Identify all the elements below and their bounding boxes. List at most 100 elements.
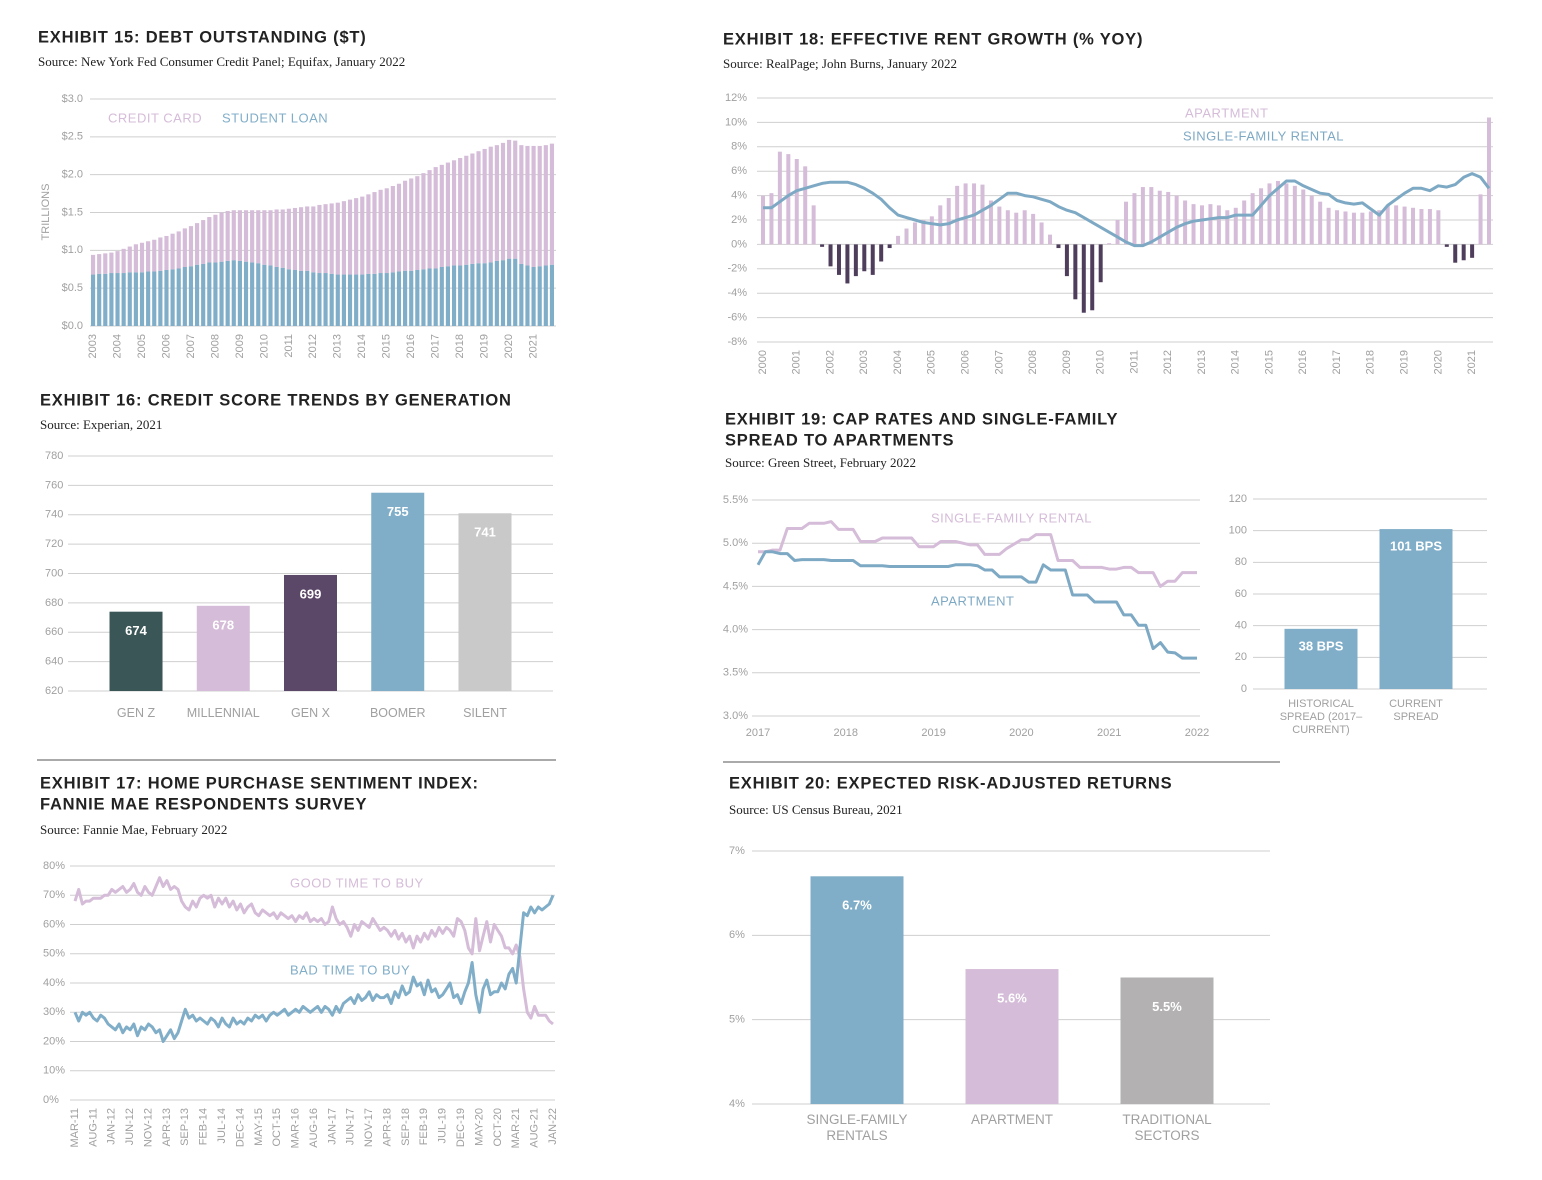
bar-segment [250,210,255,263]
y-tick-label: 0% [43,1094,59,1106]
bar-segment [464,264,469,326]
x-tick-label: AUG-11 [87,1108,99,1147]
bar [828,244,833,267]
bar [284,574,337,691]
bar-segment [311,272,316,326]
x-tick-label: JUN-17 [345,1108,357,1145]
bar-segment [421,173,426,270]
bar-segment [519,145,524,264]
bar-segment [97,273,102,326]
bar-segment [500,142,506,261]
bar-segment [299,270,304,326]
bar-segment [458,158,463,266]
bar-segment [525,265,530,326]
bar-segment [464,155,469,265]
x-tick-label: 2019 [1398,350,1410,374]
x-tick-label: BOOMER [369,706,426,720]
chart-title: EXHIBIT 16: CREDIT SCORE TRENDS BY GENER… [40,391,512,409]
x-tick-label: MAR-16 [290,1108,302,1148]
x-tick-label: JUL-14 [216,1108,228,1143]
y-tick-label: 3.5% [723,667,748,679]
bar [1335,210,1340,245]
bar [1149,187,1154,245]
bar [870,244,875,275]
x-tick-label: SILENT [463,706,507,720]
y-tick-label: 4.5% [723,580,748,592]
bar [1351,212,1356,245]
x-tick-label: MAY-15 [253,1108,265,1146]
x-tick-label: 2014 [1230,350,1242,374]
x-tick-label: 2014 [356,334,368,358]
bar-segment [494,145,499,261]
bar-segment [433,167,438,269]
bar-segment [268,265,273,326]
x-tick-label: MAR-21 [510,1108,522,1148]
x-tick-label: 2018 [454,334,466,358]
bar-segment [390,186,395,273]
bar [1250,193,1255,245]
x-tick-label: APARTMENT [970,1112,1053,1127]
bar [1326,207,1331,245]
bar-segment [451,265,457,326]
series-label: BAD TIME TO BUY [290,962,410,977]
x-tick-label: 2006 [960,350,972,374]
bar-segment [286,208,291,270]
y-tick-label: 80 [1235,556,1247,568]
y-tick-label: 780 [45,450,63,462]
y-tick-label: -2% [727,263,747,275]
bar [1107,243,1112,245]
bar-segment [225,210,230,261]
bar-segment [341,201,346,275]
bar-segment [201,263,206,326]
bar [371,492,425,691]
x-tick-label: JUN-12 [124,1108,136,1145]
bar-segment [194,264,200,326]
x-tick-label: DEC-14 [234,1108,246,1147]
bar [1411,207,1416,245]
bar-segment [366,273,371,326]
bar-segment [445,162,451,267]
bar [811,205,816,245]
bar-segment [194,223,200,265]
bar [1318,201,1323,245]
x-tick-label: 2007 [185,334,197,358]
bar-segment [470,263,475,326]
x-tick-label: SINGLE-FAMILY RENTALS [806,1112,908,1144]
bar-segment [403,270,408,326]
chart-title: FANNIE MAE RESPONDENTS SURVEY [40,795,367,813]
bar-segment [305,206,310,271]
bar [929,216,934,245]
bar [109,611,163,691]
bar [1419,209,1424,245]
y-tick-label: $0.0 [62,320,83,332]
bar-segment [531,266,536,326]
bar-segment [384,188,389,274]
x-tick-label-box: SINGLE-FAMILY RENTALS [806,1112,908,1144]
x-tick-label: 2005 [926,350,938,374]
value-label: 38 BPS [1299,638,1344,653]
bar [1098,244,1103,283]
x-tick-label: 2013 [1196,350,1208,374]
bar-segment [390,272,395,326]
x-tick-label: 2015 [1263,350,1275,374]
series-label: APARTMENT [931,593,1014,608]
bar-segment [482,263,487,326]
series-line [73,894,555,1043]
bar [1394,205,1399,245]
y-tick-label: 5.5% [723,494,748,506]
x-tick-label: MAR-11 [69,1108,81,1148]
y-tick-label: 8% [731,141,747,153]
y-tick-label: 0% [731,238,747,250]
x-tick-label: 2000 [757,350,769,374]
y-tick-label: 10% [725,116,747,128]
bar-segment [133,244,138,273]
y-tick-label: 30% [43,1006,65,1018]
bar-segment [384,273,389,326]
x-tick-label: 2017 [430,334,442,358]
x-tick-label: APR-18 [381,1108,393,1147]
bar-segment [243,210,249,262]
bar [820,244,825,247]
bar-segment [549,143,555,265]
series-line [756,550,1197,660]
y-tick-label: $2.5 [62,131,83,143]
